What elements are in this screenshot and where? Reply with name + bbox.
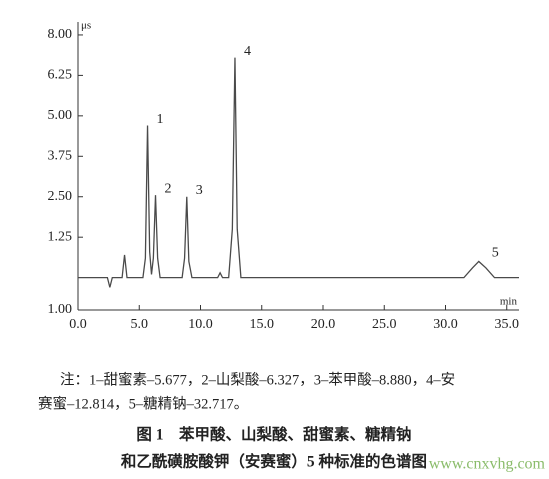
watermark: www.cnxvhg.com [429,456,546,473]
note-line: 赛蜜–12.814，5–糖精钠–32.717。 [38,395,248,412]
figure-title: 图 1 苯甲酸、山梨酸、甜蜜素、糖精钠 [136,425,411,444]
x-tick-label: 20.0 [311,317,336,332]
x-tick-label: 0.0 [69,317,87,332]
note-line: 注：1–甜蜜素–5.677，2–山梨酸–6.327，3–苯甲酸–8.880，4–… [60,371,455,388]
y-unit: μs [81,20,91,32]
y-tick-label: 1.00 [48,302,73,317]
y-tick-label: 3.75 [48,149,73,164]
x-unit: min [500,296,518,308]
y-tick-label: 8.00 [48,27,73,42]
peak-label: 2 [165,181,172,196]
y-tick-label: 5.00 [48,108,73,123]
x-tick-label: 35.0 [495,317,520,332]
y-tick-label: 6.25 [48,68,73,83]
peak-label: 3 [196,183,203,198]
x-tick-label: 10.0 [188,317,213,332]
peak-label: 4 [244,44,251,59]
y-tick-label: 1.25 [48,229,73,244]
peak-label: 5 [492,246,499,261]
x-tick-label: 25.0 [372,317,397,332]
x-tick-label: 5.0 [131,317,149,332]
figure-title: 和乙酰磺胺酸钾（安赛蜜）5 种标准的色谱图 [121,452,427,471]
signal-line [78,57,519,288]
x-tick-label: 15.0 [250,317,275,332]
y-tick-label: 2.50 [48,189,73,204]
peak-label: 1 [157,112,164,127]
x-tick-label: 30.0 [433,317,458,332]
